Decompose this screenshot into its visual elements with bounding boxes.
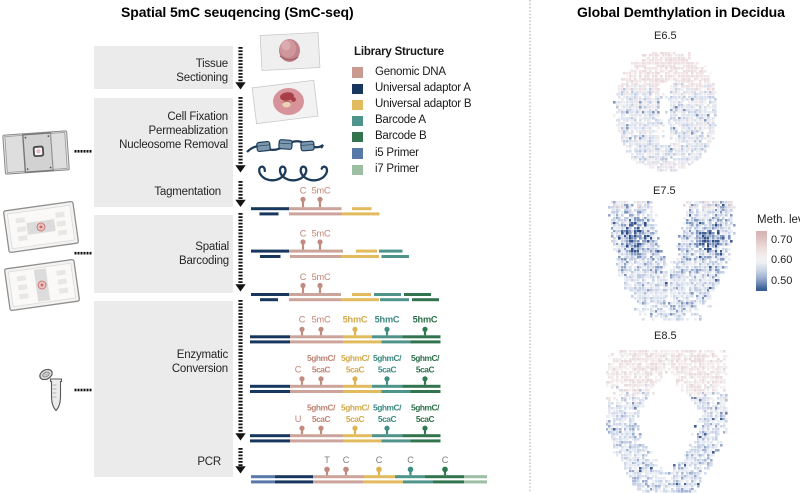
svg-text:T: T (324, 455, 330, 465)
svg-text:5caC: 5caC (312, 365, 331, 375)
svg-text:5mC: 5mC (312, 315, 331, 325)
svg-text:C: C (295, 365, 302, 375)
svg-text:5caC: 5caC (378, 365, 397, 375)
svg-text:C: C (376, 455, 383, 465)
svg-text:C: C (442, 455, 449, 465)
svg-text:5ghmC/: 5ghmC/ (307, 353, 336, 363)
svg-text:5caC: 5caC (312, 414, 331, 424)
svg-text:5ghmC/: 5ghmC/ (307, 403, 336, 413)
svg-text:5hmC: 5hmC (343, 315, 368, 325)
svg-text:5caC: 5caC (416, 414, 435, 424)
svg-text:5hmC: 5hmC (375, 315, 400, 325)
svg-text:5mC: 5mC (312, 186, 331, 196)
svg-text:5caC: 5caC (346, 365, 365, 375)
svg-text:C: C (300, 229, 307, 239)
svg-text:C: C (300, 186, 307, 196)
svg-text:5caC: 5caC (378, 414, 397, 424)
svg-text:C: C (299, 315, 306, 325)
svg-text:5ghmC/: 5ghmC/ (411, 403, 440, 413)
svg-text:C: C (343, 455, 350, 465)
svg-text:5mC: 5mC (312, 229, 331, 239)
svg-text:U: U (295, 414, 301, 424)
svg-text:5ghmC/: 5ghmC/ (373, 353, 402, 363)
svg-text:5ghmC/: 5ghmC/ (341, 403, 370, 413)
svg-text:5caC: 5caC (416, 365, 435, 375)
svg-text:5mC: 5mC (312, 272, 331, 282)
svg-text:5ghmC/: 5ghmC/ (411, 353, 440, 363)
svg-text:C: C (300, 272, 307, 282)
svg-text:5ghmC/: 5ghmC/ (373, 403, 402, 413)
svg-text:5ghmC/: 5ghmC/ (341, 353, 370, 363)
svg-text:5hmC: 5hmC (413, 315, 438, 325)
svg-text:5caC: 5caC (346, 414, 365, 424)
svg-text:C: C (407, 455, 414, 465)
